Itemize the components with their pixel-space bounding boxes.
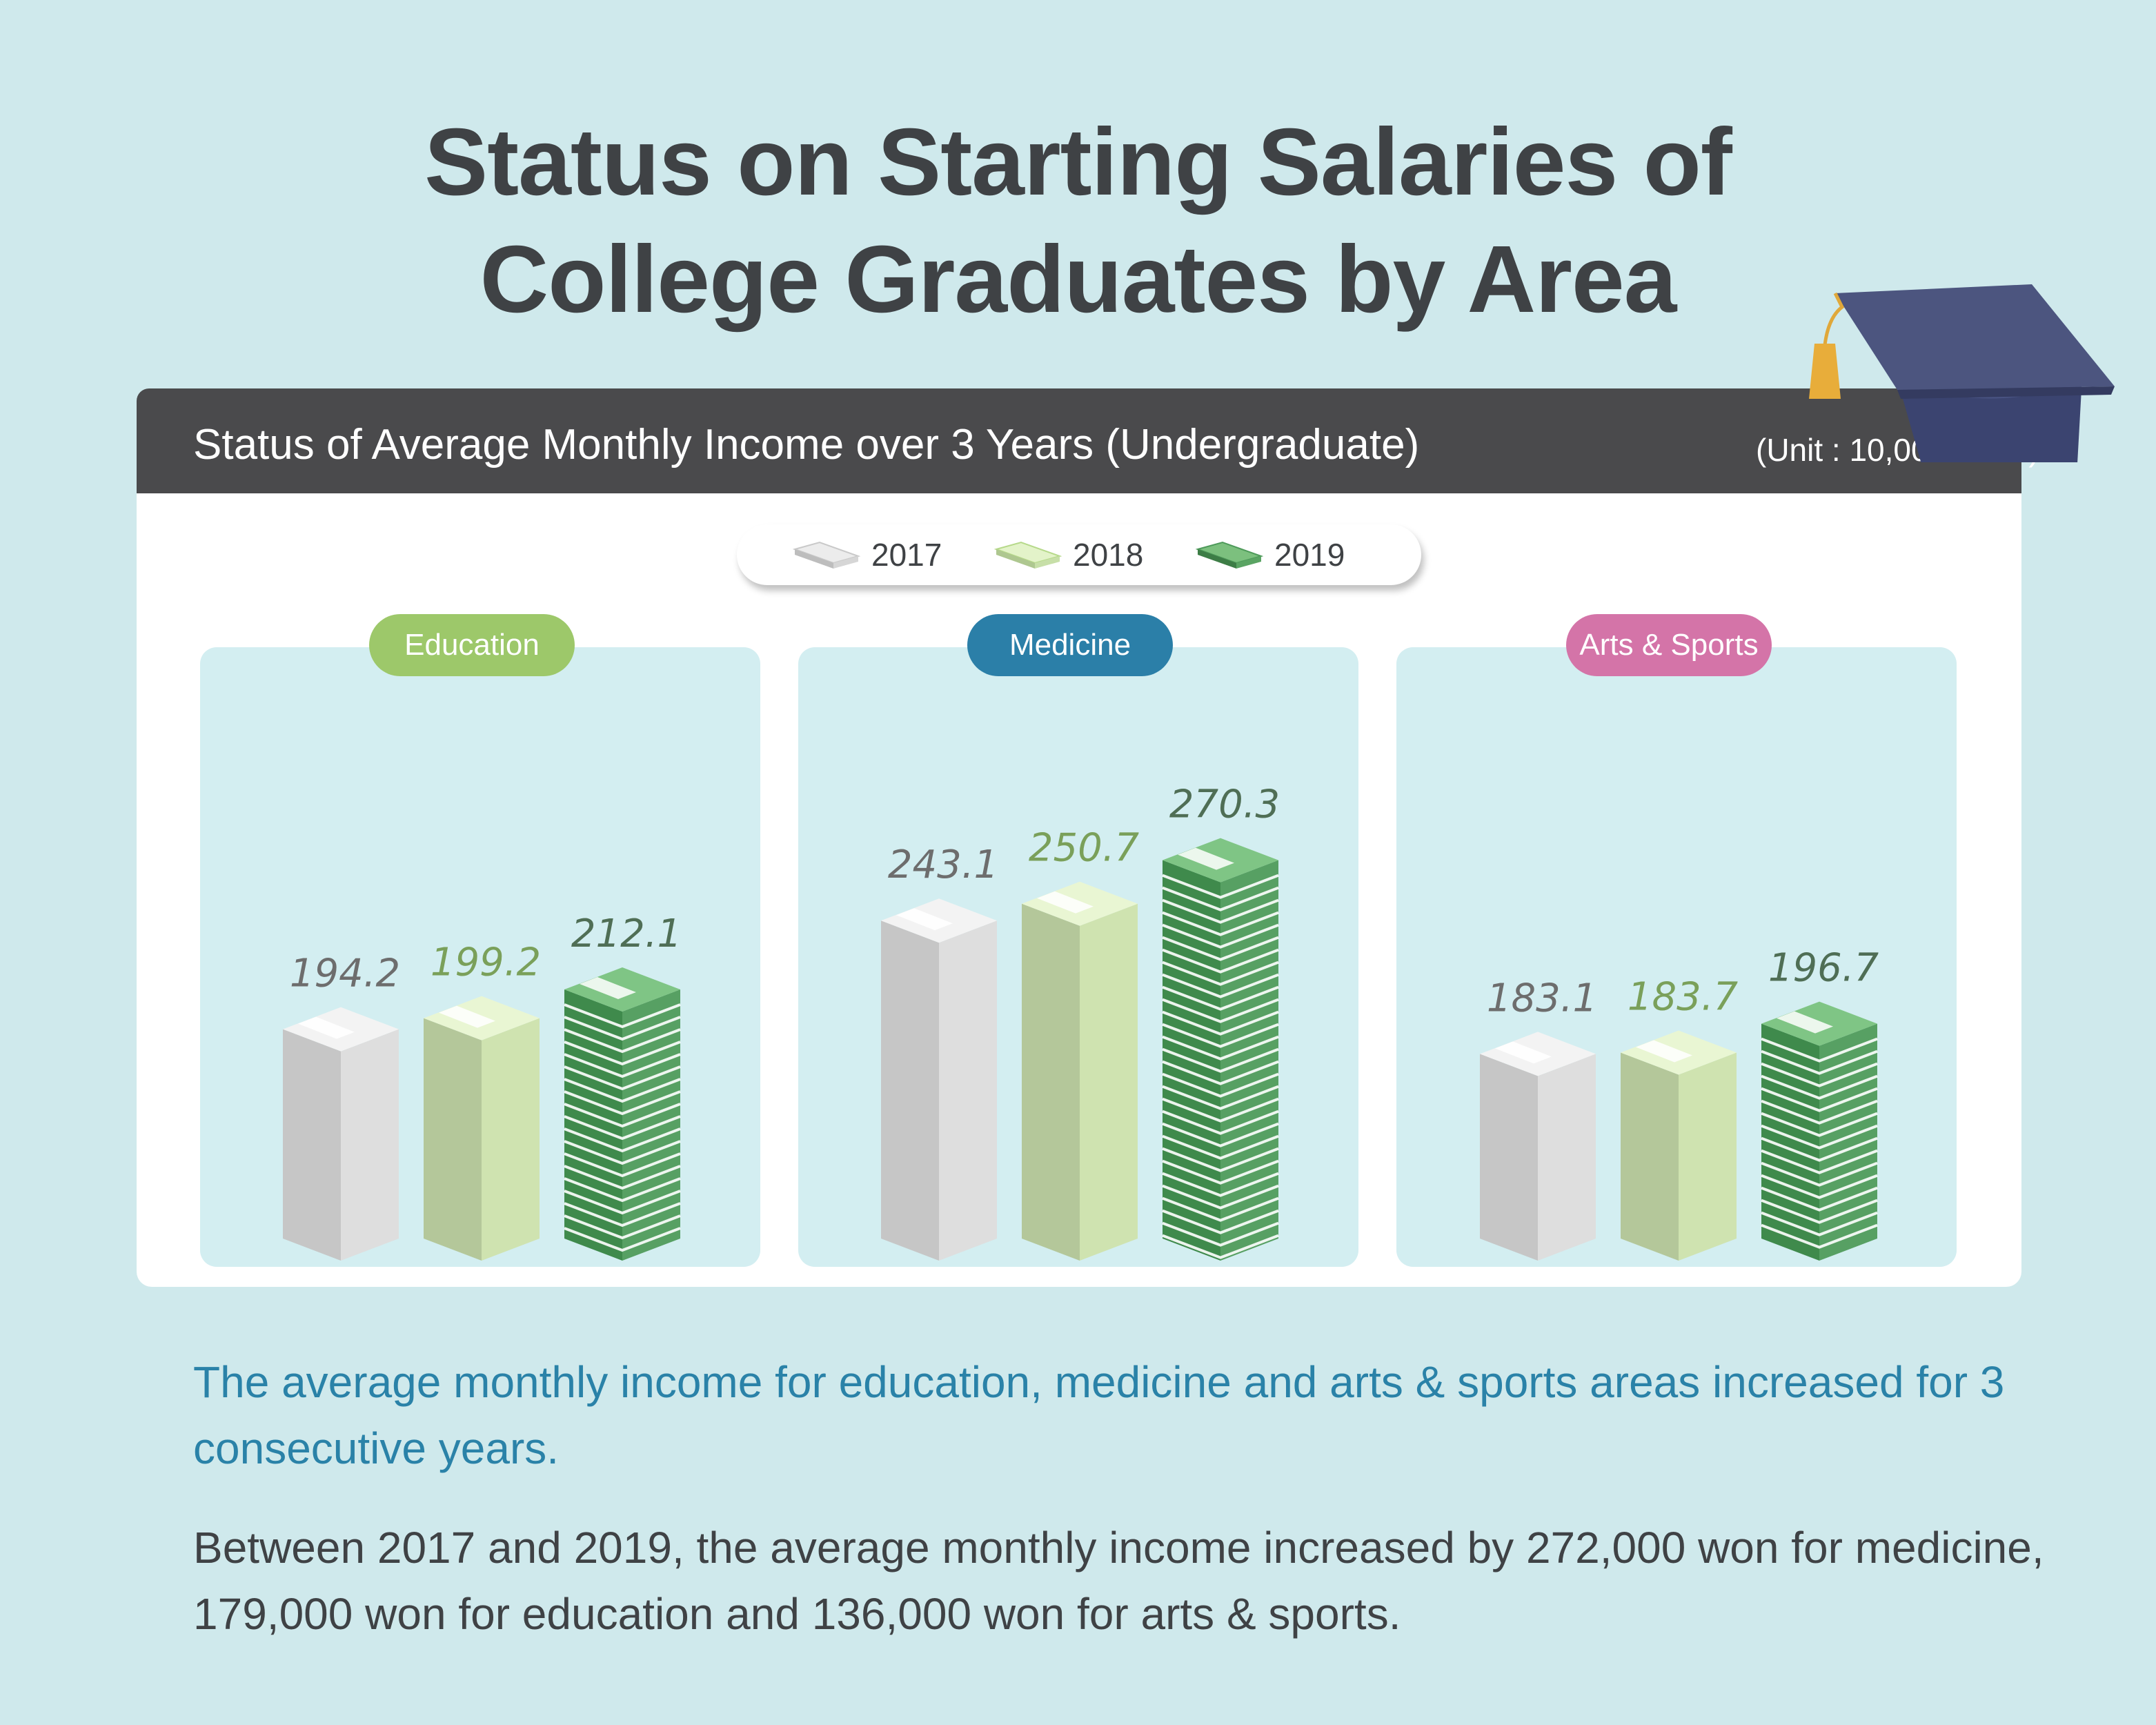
bar-side-education-2017 [341, 1029, 399, 1261]
bar-stripes-education-2019 [564, 1003, 681, 1252]
bar-band-medicine-2017 [896, 908, 953, 931]
title-line-1: Status on Starting Salaries of [424, 109, 1732, 215]
bar-stripes-medicine-2019 [1162, 874, 1279, 1259]
data-label-medicine-2019: 270.3 [1169, 782, 1280, 827]
bar-front-education-2018 [424, 1018, 482, 1261]
bar-side-medicine-2018 [1080, 903, 1138, 1261]
bar-side-arts-sports-2017 [1538, 1054, 1596, 1261]
data-label-education-2018: 199.2 [431, 940, 541, 985]
data-label-arts-sports-2017: 183.1 [1487, 976, 1597, 1021]
data-label-arts-sports-2019: 196.7 [1768, 946, 1879, 991]
bar-front-arts-sports-2017 [1480, 1054, 1538, 1261]
panel-header: Status of Average Monthly Income over 3 … [137, 388, 2039, 493]
summary-detail: Between 2017 and 2019, the average month… [193, 1523, 2044, 1639]
legend-label-2019: 2019 [1274, 537, 1345, 573]
bar-band-education-2019 [580, 977, 636, 1000]
bar-front-medicine-2017 [881, 920, 939, 1261]
category-pill-medicine: Medicine [967, 614, 1173, 676]
money-stack-icon [792, 541, 861, 569]
bar-band-medicine-2019 [1178, 847, 1234, 870]
data-label-medicine-2017: 243.1 [888, 842, 998, 887]
bar-side-education-2018 [482, 1018, 540, 1261]
data-label-arts-sports-2018: 183.7 [1628, 974, 1739, 1019]
category-pill-education: Education [369, 614, 575, 676]
bar-band-arts-sports-2017 [1495, 1041, 1552, 1064]
bar-front-medicine-2018 [1022, 903, 1080, 1261]
bar-band-arts-sports-2018 [1636, 1040, 1692, 1063]
bar-front-education-2017 [283, 1029, 341, 1261]
bar-side-medicine-2017 [939, 920, 997, 1261]
data-label-education-2017: 194.2 [290, 952, 400, 996]
bar-band-education-2018 [439, 1005, 495, 1028]
bar-stripes-arts-sports-2019 [1761, 1037, 1878, 1249]
data-label-medicine-2018: 250.7 [1029, 826, 1140, 871]
data-label-education-2019: 212.1 [571, 911, 682, 956]
panel-header-title: Status of Average Monthly Income over 3 … [193, 421, 1420, 469]
title-line-2: College Graduates by Area [479, 226, 1677, 333]
bar-band-medicine-2018 [1037, 891, 1094, 914]
bar-band-arts-sports-2019 [1777, 1011, 1833, 1034]
page-title: Status on Starting Salaries of College G… [0, 103, 2156, 338]
bar-band-education-2017 [298, 1016, 355, 1039]
category-pill-arts-sports: Arts & Sports [1566, 614, 1772, 676]
bar-front-arts-sports-2018 [1621, 1052, 1679, 1261]
chart-legend: 2017 2018 2019 [737, 524, 1421, 585]
money-stack-icon [1195, 541, 1264, 569]
bar-side-arts-sports-2018 [1679, 1052, 1737, 1261]
money-stack-icon [993, 541, 1062, 569]
legend-label-2018: 2018 [1073, 537, 1144, 573]
summary-headline: The average monthly income for education… [193, 1357, 2005, 1473]
legend-label-2017: 2017 [871, 537, 942, 573]
graduation-cap-icon [1809, 284, 2115, 462]
